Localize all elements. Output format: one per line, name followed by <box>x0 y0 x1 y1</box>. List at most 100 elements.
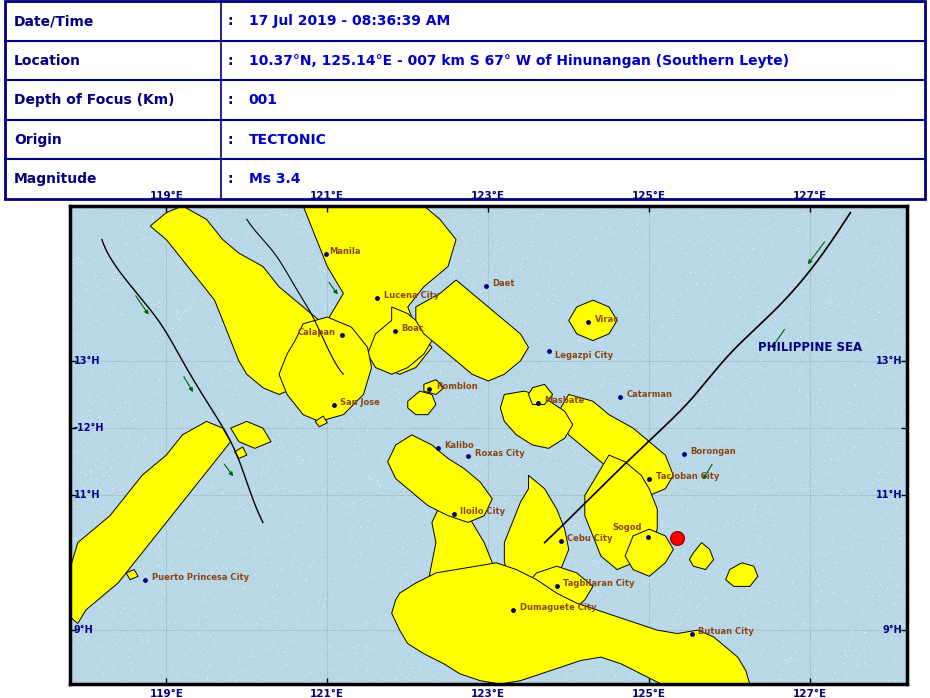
Point <box>413 245 428 256</box>
Point <box>478 639 493 651</box>
Point <box>77 345 92 356</box>
Point <box>652 254 667 265</box>
Point <box>251 611 266 623</box>
Point <box>510 454 525 466</box>
Point <box>790 252 804 263</box>
Point <box>285 421 299 432</box>
Point <box>88 269 103 281</box>
Point <box>561 521 576 533</box>
Point <box>330 424 345 436</box>
Point <box>849 584 864 595</box>
Point <box>531 210 546 221</box>
Point <box>185 540 200 551</box>
Point <box>525 616 539 627</box>
Point <box>791 612 806 623</box>
Point <box>773 669 788 681</box>
Point <box>866 563 881 574</box>
Point <box>564 208 578 219</box>
Point <box>246 290 261 302</box>
Point <box>180 573 195 584</box>
Point <box>434 262 449 274</box>
Point <box>447 570 462 581</box>
Point <box>85 242 100 253</box>
Point <box>378 574 392 585</box>
Point <box>664 359 679 371</box>
Text: 11°H: 11°H <box>73 491 100 500</box>
Point <box>183 629 198 640</box>
Point <box>142 517 157 528</box>
Point <box>562 371 577 382</box>
Point <box>413 221 428 232</box>
Point <box>360 322 375 334</box>
Point <box>546 426 561 437</box>
Point <box>230 364 245 376</box>
Point <box>697 279 711 290</box>
Point <box>846 228 861 239</box>
Point <box>512 301 527 312</box>
Point <box>151 559 166 570</box>
Point <box>285 215 299 226</box>
Point <box>69 617 84 628</box>
Point <box>359 423 374 434</box>
Point <box>219 297 234 308</box>
Point <box>739 514 754 526</box>
Point <box>184 499 199 510</box>
Point <box>567 430 582 441</box>
Point <box>489 501 504 512</box>
Point <box>804 403 819 414</box>
Point <box>582 384 597 395</box>
Point <box>356 261 371 272</box>
Point <box>316 266 331 277</box>
Point <box>267 478 282 489</box>
Point <box>170 522 185 533</box>
Point <box>872 591 887 602</box>
Point <box>764 447 778 458</box>
Point <box>258 379 272 390</box>
Point <box>109 431 124 442</box>
Point <box>512 371 527 382</box>
Point <box>100 240 115 251</box>
Point <box>140 416 154 427</box>
Point <box>547 463 562 474</box>
Point <box>212 537 227 548</box>
Polygon shape <box>725 563 758 586</box>
Point <box>826 430 841 441</box>
Point <box>595 443 610 454</box>
Point <box>406 487 421 498</box>
Point <box>200 258 215 269</box>
Point <box>842 462 857 473</box>
Point <box>233 665 248 676</box>
Point <box>198 297 213 309</box>
Point <box>853 607 868 618</box>
Point <box>506 300 521 311</box>
Point <box>72 351 86 362</box>
Point <box>503 454 518 465</box>
Point <box>121 378 136 389</box>
Point <box>886 371 901 383</box>
Point <box>772 436 787 447</box>
Point <box>695 442 710 453</box>
Point <box>587 484 602 496</box>
Point <box>273 440 288 451</box>
Point <box>455 325 470 336</box>
Point <box>672 466 687 477</box>
Point <box>408 478 423 489</box>
Point <box>173 209 188 221</box>
Point <box>538 510 553 521</box>
Point <box>579 648 594 659</box>
Point <box>205 255 219 266</box>
Point <box>533 591 548 602</box>
Point <box>673 288 688 299</box>
Point <box>815 387 830 398</box>
Point <box>312 233 326 244</box>
Point <box>307 639 322 650</box>
Point <box>400 646 415 657</box>
Point <box>167 452 182 463</box>
Point <box>716 401 731 413</box>
Point <box>152 656 166 667</box>
Point <box>645 517 660 528</box>
Point <box>653 353 668 364</box>
Point <box>113 535 128 547</box>
Point <box>236 504 251 515</box>
Point <box>830 562 844 573</box>
